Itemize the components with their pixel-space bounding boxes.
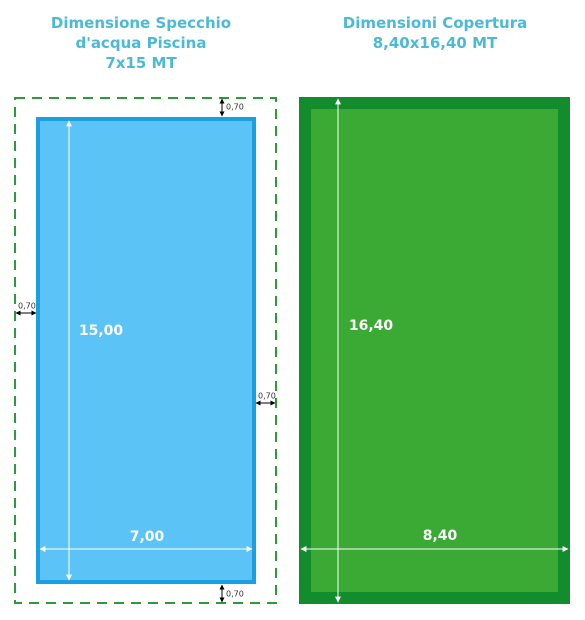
length-label: 16,40 <box>349 318 394 334</box>
title-line: 8,40x16,40 MT <box>373 34 498 52</box>
margin-label: 0,70 <box>226 590 244 599</box>
pool <box>36 117 256 584</box>
cover-outline <box>14 97 277 604</box>
margin-label: 0,70 <box>226 103 244 112</box>
margin-label: 0,70 <box>258 392 276 401</box>
width-label: 7,00 <box>130 529 165 545</box>
width-label: 8,40 <box>423 528 458 544</box>
title-line: Dimensione Specchio <box>51 14 231 32</box>
title-line: Dimensioni Copertura <box>343 14 527 32</box>
title-line: d'acqua Piscina <box>75 34 206 52</box>
margin-label: 0,70 <box>18 302 36 311</box>
title-line: 7x15 MT <box>105 54 177 72</box>
length-label: 15,00 <box>79 323 124 339</box>
cover-inner <box>311 109 558 592</box>
